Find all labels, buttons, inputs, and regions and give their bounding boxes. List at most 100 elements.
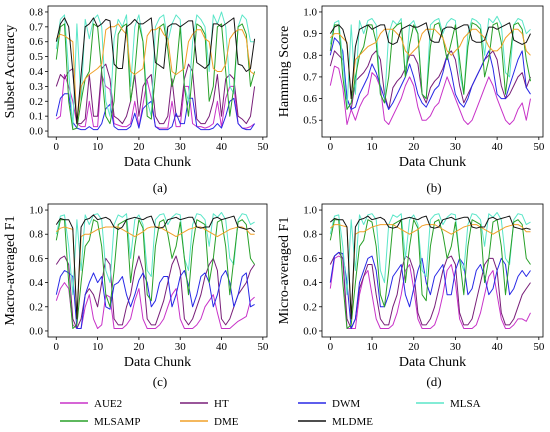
x-tick-label: 10 [92, 141, 104, 153]
series-line-mldme [55, 214, 255, 320]
y-tick-label: 0.5 [29, 51, 43, 63]
series-line-aue2 [329, 65, 531, 125]
x-tick-label: 40 [492, 341, 504, 353]
legend-label: HT [214, 398, 229, 410]
y-tick-label: 1.0 [303, 6, 317, 18]
y-tick-label: 0.4 [29, 277, 43, 289]
chart-panel-c: 0 10 20 30 40 50 0.0 0.2 0.4 0.6 0.8 1.0 Data Chunk M… [3, 203, 269, 389]
legend-label: DWM [332, 398, 360, 410]
y-tick-label: 0.8 [303, 229, 317, 241]
series-line-mldme [329, 22, 531, 100]
x-axis-title: Data Chunk [124, 155, 191, 170]
x-tick-label: 30 [175, 141, 187, 153]
panel-caption: (d) [426, 374, 441, 389]
x-tick-label: 0 [54, 141, 60, 153]
series-line-mlsamp [55, 23, 256, 131]
x-tick-label: 50 [533, 141, 545, 153]
series-line-ht [55, 255, 256, 329]
legend-label: AUE2 [94, 398, 122, 410]
legend-label: DME [214, 416, 239, 428]
series-line-dwm [55, 93, 256, 131]
x-tick-label: 30 [450, 141, 462, 153]
plot-frame [47, 203, 268, 338]
y-axis-title: Micro-averaged F1 [277, 217, 292, 325]
series-line-mlsamp [55, 219, 256, 329]
legend: AUE2 HT DWM MLSA MLSAMP DME MLDME [60, 398, 481, 428]
series-line-mlsa [329, 212, 531, 296]
y-tick-label: 0.2 [303, 301, 317, 313]
legend-item-mlsa: MLSA [416, 398, 481, 410]
panels: 0 10 20 30 40 50 0.0 0.1 0.2 0.3 0.4 0.5 0.6 0.7 0.8 Da… [3, 5, 545, 389]
x-tick-label: 0 [54, 341, 60, 353]
plot-frame [321, 5, 544, 138]
y-tick-label: 0.4 [29, 66, 43, 78]
y-tick-label: 0.2 [29, 96, 43, 108]
y-tick-label: 0.4 [303, 277, 317, 289]
series-line-dme [55, 23, 255, 125]
y-tick-label: 1.0 [29, 205, 43, 217]
legend-item-dwm: DWM [298, 398, 360, 410]
series-line-dwm [55, 270, 255, 329]
series-line-ht [329, 50, 531, 110]
series-line-dwm [329, 37, 531, 110]
y-tick-label: 0.8 [29, 6, 43, 18]
y-tick-label: 0.6 [303, 253, 317, 265]
y-tick-label: 0.6 [29, 36, 43, 48]
y-tick-label: 0.8 [29, 229, 43, 241]
y-tick-label: 0.0 [29, 325, 43, 337]
y-tick-label: 0.7 [29, 21, 43, 33]
legend-item-dme: DME [180, 416, 239, 428]
series-line-mlsa [55, 212, 255, 296]
legend-label: MLSAMP [94, 416, 140, 428]
y-tick-label: 0.8 [303, 50, 317, 62]
y-tick-label: 0.9 [303, 28, 317, 40]
series-line-mldme [329, 215, 531, 320]
y-tick-label: 0.0 [303, 325, 317, 337]
x-tick-label: 50 [533, 341, 545, 353]
x-tick-label: 20 [408, 141, 420, 153]
plot-frame [321, 203, 544, 338]
panel-caption: (b) [426, 180, 441, 195]
chart-panel-a: 0 10 20 30 40 50 0.0 0.1 0.2 0.3 0.4 0.5 0.6 0.7 0.8 Da… [3, 5, 269, 195]
chart-panel-d: 0 10 20 30 40 50 0.0 0.2 0.4 0.6 0.8 1.0 Data Chunk M… [277, 203, 545, 389]
x-tick-label: 10 [367, 141, 379, 153]
y-tick-label: 0.3 [29, 81, 43, 93]
legend-item-mldme: MLDME [298, 416, 373, 428]
x-tick-label: 0 [328, 141, 334, 153]
x-tick-label: 30 [450, 341, 462, 353]
y-axis-title: Hamming Score [277, 26, 292, 117]
legend-item-mlsamp: MLSAMP [60, 416, 140, 428]
y-tick-label: 0.6 [29, 253, 43, 265]
x-tick-label: 40 [492, 141, 504, 153]
series-line-dme [329, 28, 531, 100]
y-tick-label: 1.0 [303, 205, 317, 217]
x-tick-label: 10 [92, 341, 104, 353]
legend-label: MLDME [332, 416, 373, 428]
x-tick-label: 40 [216, 141, 228, 153]
x-tick-label: 10 [367, 341, 379, 353]
y-tick-label: 0.2 [29, 301, 43, 313]
panel-caption: (c) [153, 374, 167, 389]
x-tick-label: 20 [408, 341, 420, 353]
legend-item-aue2: AUE2 [60, 398, 122, 410]
series-line-mlsa [329, 15, 531, 110]
y-tick-label: 0.5 [303, 115, 317, 127]
y-tick-label: 0.1 [29, 111, 43, 123]
y-axis-title: Subset Accuracy [3, 25, 18, 119]
x-tick-label: 30 [175, 341, 187, 353]
y-tick-label: 0.7 [303, 71, 317, 83]
x-tick-label: 50 [257, 341, 269, 353]
series-line-dme [329, 224, 531, 320]
series-line-dwm [329, 251, 531, 329]
x-axis-title: Data Chunk [399, 355, 466, 370]
x-tick-label: 20 [133, 141, 145, 153]
x-axis-title: Data Chunk [124, 355, 191, 370]
legend-item-ht: HT [180, 398, 229, 410]
x-tick-label: 0 [328, 341, 334, 353]
x-tick-label: 50 [257, 141, 269, 153]
x-tick-label: 20 [133, 341, 145, 353]
y-axis-title: Macro-averaged F1 [3, 215, 18, 325]
series-line-mldme [55, 17, 256, 125]
chart-panel-b: 0 10 20 30 40 50 0.5 0.6 0.7 0.8 0.9 1.0 Data Chunk H… [277, 5, 545, 195]
